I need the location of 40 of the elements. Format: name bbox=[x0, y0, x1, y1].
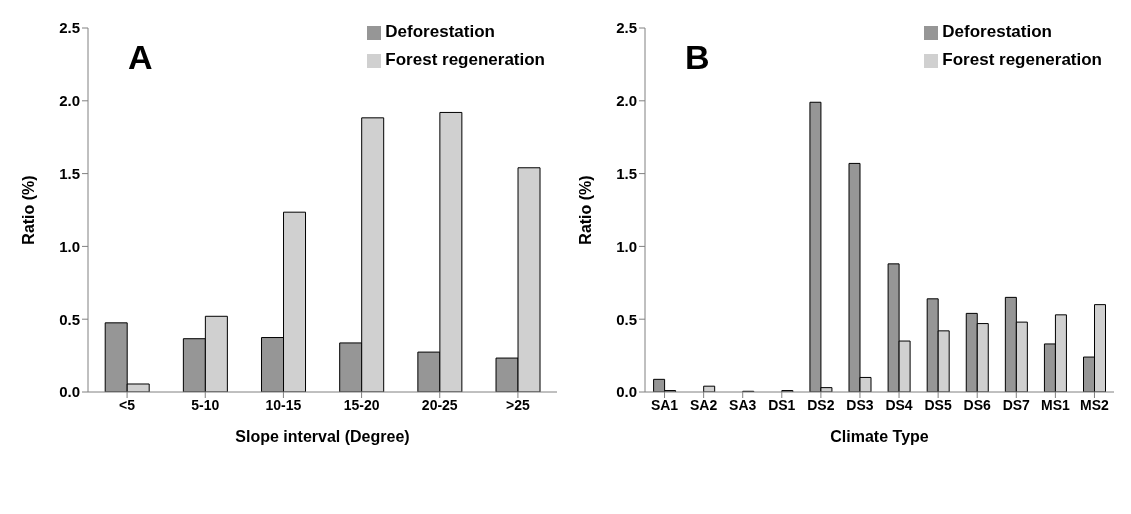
y-tick-label: 0.5 bbox=[616, 310, 637, 328]
x-tick-label: 10-15 bbox=[265, 396, 302, 413]
x-tick-label: 5-10 bbox=[191, 396, 220, 413]
x-tick-label: DS4 bbox=[885, 396, 913, 413]
annotation: B bbox=[685, 38, 710, 77]
x-tick-label: >25 bbox=[506, 396, 530, 413]
y-tick-label: 1.5 bbox=[616, 164, 637, 182]
x-tick-label: DS1 bbox=[768, 396, 796, 413]
x-tick-label: DS3 bbox=[846, 396, 874, 413]
x-tick-label: DS6 bbox=[963, 396, 992, 413]
x-tick-label: SA1 bbox=[650, 396, 679, 413]
x-tick-label: 20-25 bbox=[421, 396, 458, 413]
y-tick-label: 2.0 bbox=[616, 92, 637, 110]
y-tick-label: 1.0 bbox=[59, 237, 80, 255]
legend-label: Deforestation bbox=[942, 22, 1052, 41]
x-tick-label: SA2 bbox=[690, 396, 718, 413]
legend-label: Forest regeneration bbox=[385, 50, 545, 69]
x-axis-title: Slope interval (Degree) bbox=[235, 428, 410, 445]
x-tick-label: MS2 bbox=[1080, 396, 1110, 413]
legend-label: Deforestation bbox=[385, 22, 495, 41]
y-axis-title: Ratio (%) bbox=[19, 175, 37, 245]
y-tick-label: 2.5 bbox=[616, 19, 637, 37]
x-tick-label: DS2 bbox=[807, 396, 835, 413]
y-tick-label: 1.5 bbox=[59, 164, 80, 182]
y-tick-label: 2.5 bbox=[59, 19, 80, 37]
x-tick-label: SA3 bbox=[729, 396, 757, 413]
x-tick-label: DS5 bbox=[924, 396, 952, 413]
y-tick-label: 0.5 bbox=[59, 310, 80, 328]
annotation: A bbox=[128, 38, 153, 77]
y-tick-label: 2.0 bbox=[59, 92, 80, 110]
x-tick-label: <5 bbox=[119, 396, 136, 413]
y-axis-title: Ratio (%) bbox=[576, 175, 594, 245]
y-tick-label: 0.0 bbox=[616, 383, 637, 401]
x-axis-title: Climate Type bbox=[830, 428, 929, 445]
x-tick-label: MS1 bbox=[1040, 396, 1070, 413]
x-tick-label: DS7 bbox=[1002, 396, 1031, 413]
y-tick-label: 0.0 bbox=[59, 383, 80, 401]
y-tick-label: 1.0 bbox=[616, 237, 637, 255]
x-tick-label: 15-20 bbox=[343, 396, 380, 413]
legend-label: Forest regeneration bbox=[942, 50, 1102, 69]
